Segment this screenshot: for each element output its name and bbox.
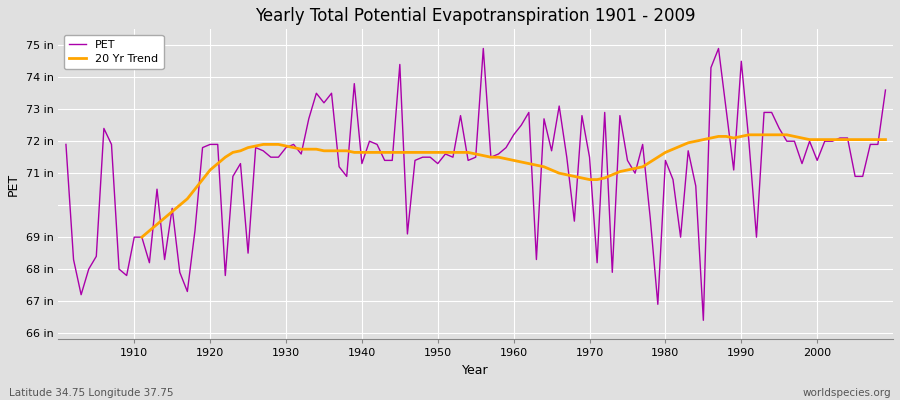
20 Yr Trend bbox=[137, 235, 148, 240]
20 Yr Trend bbox=[508, 158, 519, 163]
Line: PET: PET bbox=[66, 48, 886, 320]
Legend: PET, 20 Yr Trend: PET, 20 Yr Trend bbox=[64, 35, 164, 70]
Line: 20 Yr Trend: 20 Yr Trend bbox=[142, 135, 886, 237]
20 Yr Trend bbox=[311, 147, 322, 152]
Y-axis label: PET: PET bbox=[7, 173, 20, 196]
PET bbox=[698, 318, 709, 323]
PET bbox=[478, 46, 489, 51]
PET bbox=[516, 123, 526, 128]
PET bbox=[334, 164, 345, 169]
Text: Latitude 34.75 Longitude 37.75: Latitude 34.75 Longitude 37.75 bbox=[9, 388, 174, 398]
PET bbox=[60, 142, 71, 147]
20 Yr Trend bbox=[364, 150, 375, 155]
20 Yr Trend bbox=[880, 137, 891, 142]
Text: worldspecies.org: worldspecies.org bbox=[803, 388, 891, 398]
20 Yr Trend bbox=[743, 132, 754, 137]
Title: Yearly Total Potential Evapotranspiration 1901 - 2009: Yearly Total Potential Evapotranspiratio… bbox=[256, 7, 696, 25]
PET bbox=[288, 142, 299, 147]
X-axis label: Year: Year bbox=[463, 364, 489, 377]
PET bbox=[880, 88, 891, 92]
20 Yr Trend bbox=[721, 134, 732, 139]
PET bbox=[508, 132, 519, 137]
20 Yr Trend bbox=[334, 148, 345, 153]
20 Yr Trend bbox=[531, 163, 542, 168]
PET bbox=[122, 273, 132, 278]
PET bbox=[607, 270, 617, 275]
